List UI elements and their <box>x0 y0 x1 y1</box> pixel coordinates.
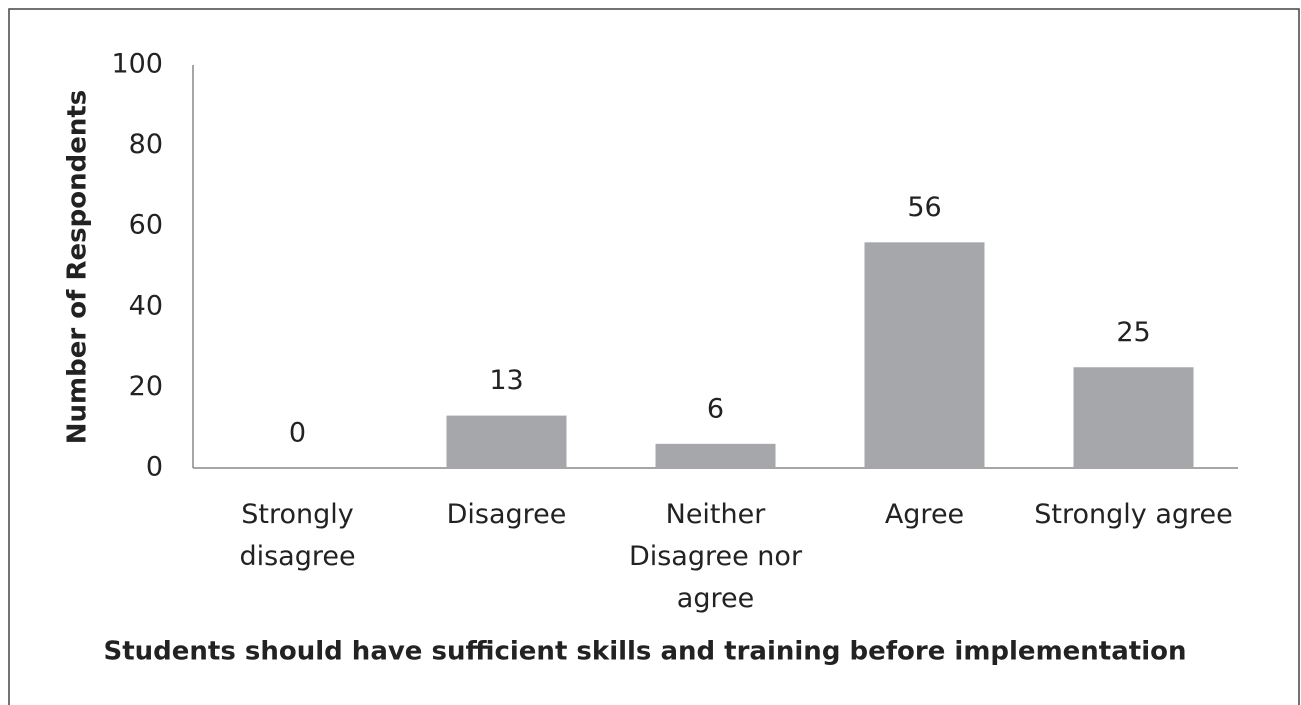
data-label: 13 <box>489 365 523 396</box>
bar <box>655 443 776 468</box>
y-tick-label: 80 <box>129 129 163 160</box>
frame <box>8 8 1300 705</box>
x-tick-label: Disagree <box>446 499 567 530</box>
y-tick-label: 60 <box>129 210 163 241</box>
x-tick-label: Strongly disagree <box>239 499 356 572</box>
chart-title: Students should have sufficient skills a… <box>104 637 1187 667</box>
x-tick-label: Strongly agree <box>1034 499 1233 530</box>
bar <box>446 415 567 468</box>
x-tick-label: Neither Disagree nor agree <box>628 499 803 614</box>
data-label: 6 <box>707 393 724 424</box>
y-axis-label: Number of Respondents <box>63 90 93 444</box>
y-tick-label: 0 <box>146 452 163 483</box>
x-tick-label: Agree <box>884 499 965 530</box>
y-tick-label: 100 <box>111 49 163 80</box>
y-tick-label: 20 <box>129 371 163 402</box>
bar <box>1073 367 1194 468</box>
bar <box>864 242 985 468</box>
y-tick-label: 40 <box>129 290 163 321</box>
data-label: 0 <box>289 418 306 449</box>
data-label: 25 <box>1116 317 1150 348</box>
data-label: 56 <box>907 192 941 223</box>
